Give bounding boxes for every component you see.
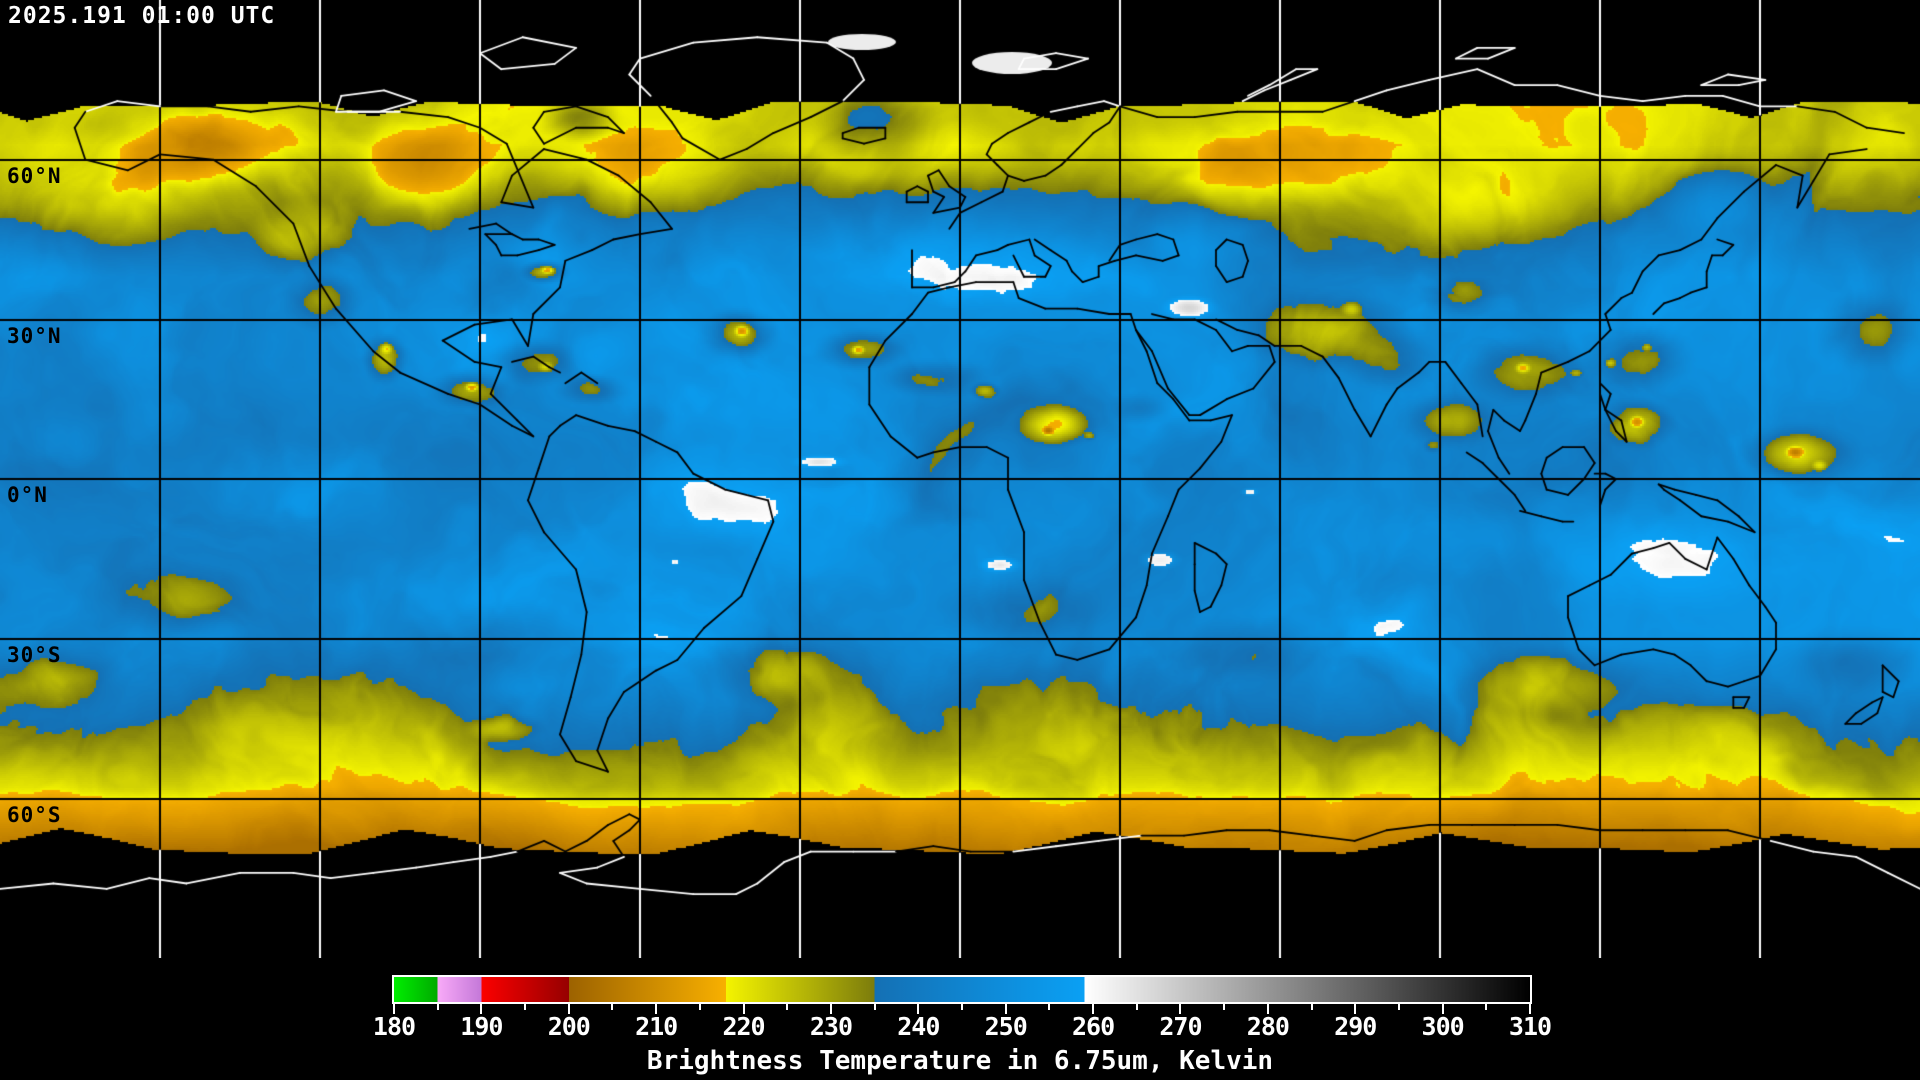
colorbar-major-tick	[1529, 1004, 1531, 1014]
colorbar-major-tick	[393, 1004, 395, 1014]
colorbar-major-tick	[917, 1004, 920, 1014]
colorbar-tick-label: 260	[1071, 1012, 1115, 1041]
colorbar-tick-label: 310	[1508, 1012, 1552, 1041]
colorbar-tick-label: 200	[547, 1012, 591, 1041]
colorbar-minor-tick	[524, 1004, 527, 1010]
colorbar-tick-label: 230	[809, 1012, 853, 1041]
colorbar-minor-tick	[786, 1004, 789, 1010]
colorbar	[392, 975, 1532, 1004]
colorbar-major-tick	[655, 1004, 658, 1014]
colorbar-minor-tick	[1397, 1004, 1400, 1010]
colorbar-caption: Brightness Temperature in 6.75um, Kelvin	[646, 1046, 1274, 1076]
colorbar-tick-label: 220	[722, 1012, 765, 1041]
satellite-map-canvas	[0, 0, 1920, 958]
colorbar-minor-tick	[1135, 1004, 1138, 1010]
colorbar-tick-label: 290	[1334, 1012, 1377, 1041]
colorbar-major-tick	[567, 1004, 570, 1014]
colorbar-minor-tick	[1223, 1004, 1226, 1010]
colorbar-minor-tick	[961, 1004, 963, 1010]
colorbar-minor-tick	[698, 1004, 701, 1010]
latitude-line-label: 0°N	[7, 483, 48, 507]
colorbar-major-tick	[1179, 1004, 1182, 1014]
colorbar-major-tick	[1266, 1004, 1269, 1014]
colorbar-tick-label: 300	[1421, 1012, 1465, 1041]
colorbar-tick-label: 190	[460, 1012, 503, 1041]
colorbar-major-tick	[1441, 1004, 1444, 1014]
latitude-line-label: 60°S	[7, 803, 62, 827]
latitude-line-label: 30°S	[7, 643, 62, 667]
colorbar-major-tick	[1354, 1004, 1357, 1014]
colorbar-minor-tick	[873, 1004, 876, 1010]
colorbar-minor-tick	[1310, 1004, 1313, 1010]
colorbar-major-tick	[829, 1004, 832, 1014]
colorbar-tick-label: 180	[372, 1012, 416, 1041]
colorbar-minor-tick	[1048, 1004, 1051, 1010]
colorbar-tick-label: 240	[897, 1012, 940, 1041]
colorbar-tick-label: 250	[984, 1012, 1028, 1041]
colorbar-major-tick	[1004, 1004, 1007, 1014]
colorbar-minor-tick	[436, 1004, 439, 1010]
colorbar-major-tick	[742, 1004, 745, 1014]
colorbar-minor-tick	[1485, 1004, 1488, 1010]
colorbar-minor-tick	[611, 1004, 614, 1010]
colorbar-major-tick	[480, 1004, 483, 1014]
latitude-line-label: 30°N	[7, 324, 62, 348]
timestamp-label: 2025.191 01:00 UTC	[8, 3, 276, 29]
latitude-line-label: 60°N	[7, 164, 62, 188]
colorbar-tick-label: 210	[635, 1012, 678, 1041]
colorbar-tick-label: 270	[1159, 1012, 1202, 1041]
colorbar-major-tick	[1092, 1004, 1095, 1014]
colorbar-tick-label: 280	[1246, 1012, 1290, 1041]
